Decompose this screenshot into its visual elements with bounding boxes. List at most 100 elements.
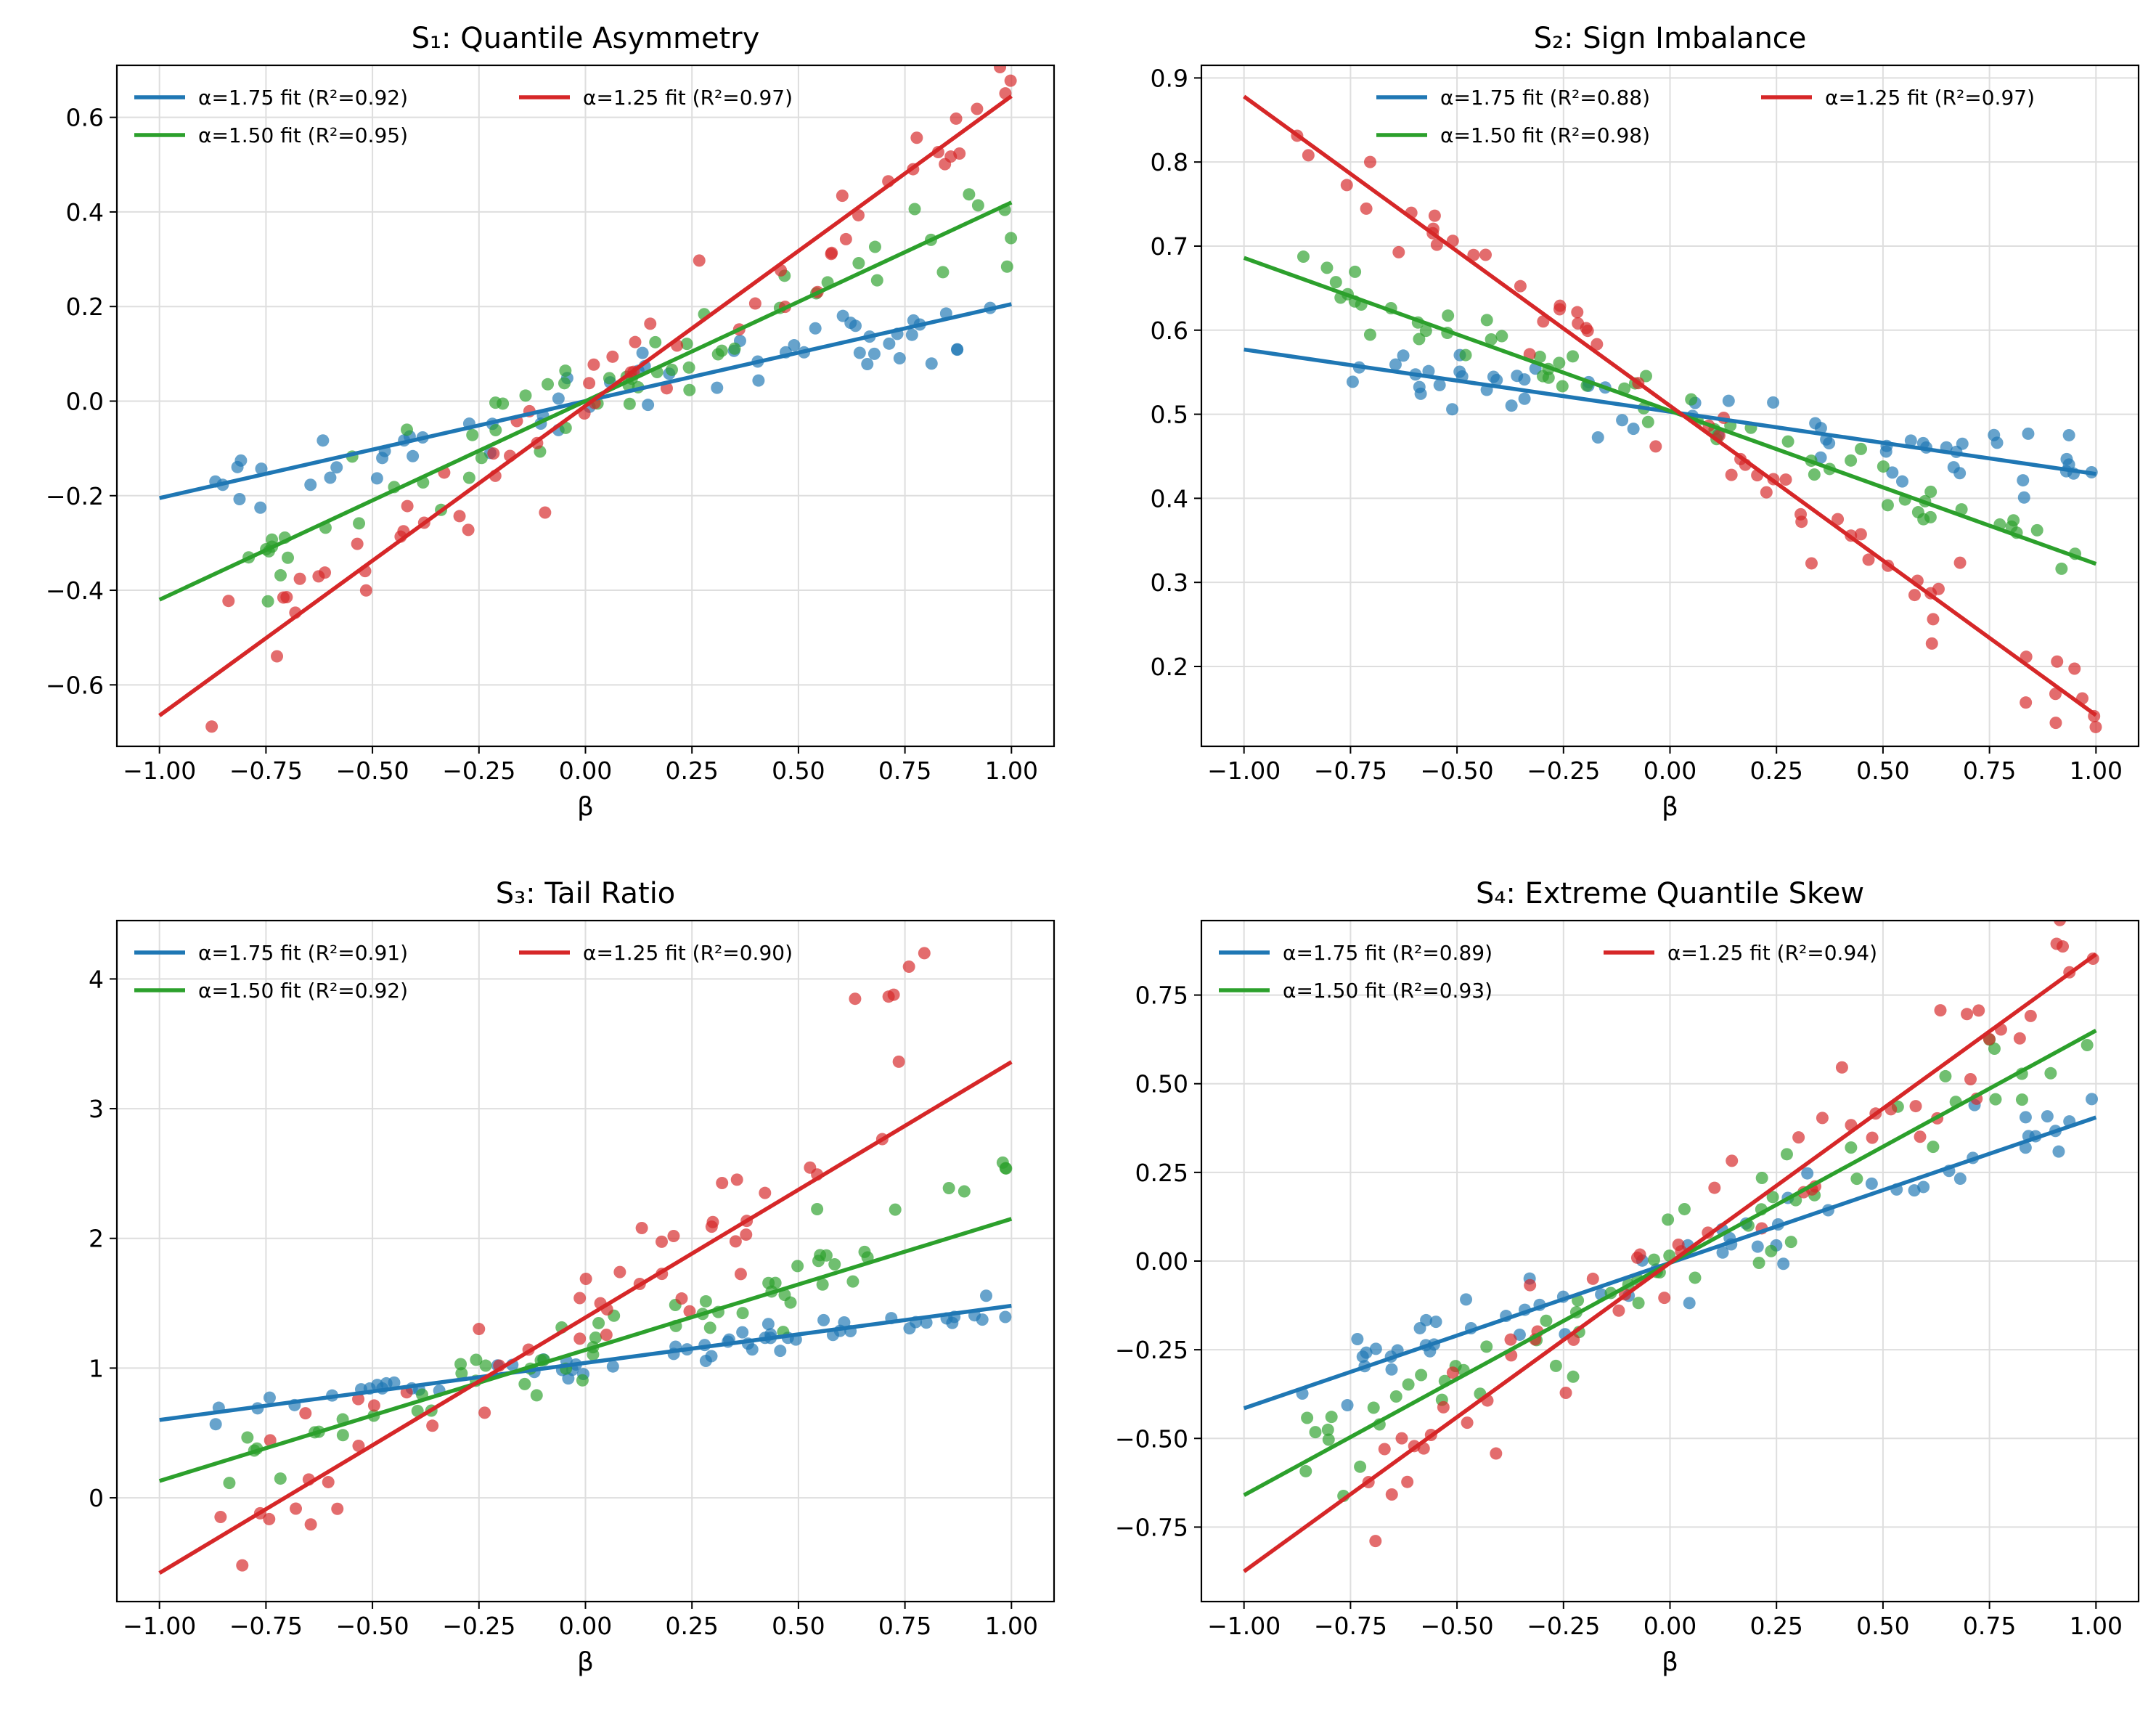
scatter-point-blue (1947, 461, 1960, 474)
scatter-point-green (942, 1181, 955, 1194)
x-tick-label: −1.00 (1207, 756, 1281, 785)
y-tick-label: 0.5 (1151, 401, 1188, 429)
legend-label: α=1.25 fit (R²=0.90) (583, 941, 793, 965)
scatter-point-green (589, 1331, 602, 1344)
legend-label: α=1.25 fit (R²=0.97) (583, 86, 793, 110)
scatter-point-blue (1424, 1345, 1437, 1358)
scatter-point-green (828, 1258, 841, 1271)
scatter-point-blue (2062, 428, 2075, 441)
scatter-point-red (852, 208, 865, 221)
scatter-point-red (322, 1475, 335, 1488)
scatter-point-blue (209, 1418, 222, 1431)
scatter-point-green (336, 1429, 349, 1442)
scatter-point-green (592, 1316, 605, 1329)
scatter-point-red (214, 1511, 227, 1524)
scatter-point-green (1765, 1244, 1778, 1257)
scatter-point-red (1363, 155, 1376, 168)
scatter-point-red (1953, 556, 1967, 569)
scatter-point-blue (736, 1326, 749, 1339)
scatter-point-red (478, 1406, 491, 1419)
scatter-point-blue (1511, 370, 1524, 383)
scatter-point-green (489, 424, 502, 437)
scatter-point-green (1989, 1093, 2002, 1106)
scatter-point-green (846, 1275, 859, 1288)
scatter-point-green (728, 342, 741, 355)
scatter-point-green (791, 1260, 804, 1273)
scatter-point-green (665, 363, 678, 376)
scatter-point-green (266, 533, 279, 546)
scatter-point-red (1591, 338, 1604, 351)
scatter-point-green (2055, 562, 2068, 575)
scatter-point-red (312, 570, 325, 583)
scatter-point-red (1725, 468, 1738, 481)
scatter-point-red (1805, 557, 1818, 570)
chart-panel-1: −1.00 −0.75 −0.50 −0.25 0.00 0.25 0.50 0.75 1.00… (46, 22, 1055, 822)
scatter-point-green (241, 1431, 254, 1444)
x-tick-label: 1.00 (2070, 756, 2123, 785)
scatter-point-blue (838, 1316, 851, 1329)
scatter-point-green (1389, 1390, 1402, 1403)
scatter-point-red (1630, 1251, 1643, 1264)
scatter-point-red (264, 1434, 277, 1447)
scatter-point-red (683, 1305, 696, 1318)
scatter-point-blue (376, 452, 389, 465)
plot-area (158, 65, 1018, 733)
x-tick-label: 0.00 (559, 756, 612, 785)
scatter-point-red (1524, 1278, 1537, 1292)
y-tick-label: 1 (89, 1354, 104, 1382)
scatter-point-blue (370, 472, 383, 485)
scatter-point-blue (809, 322, 822, 335)
scatter-point-blue (2017, 474, 2030, 487)
scatter-point-red (1794, 507, 1808, 521)
scatter-point-green (680, 338, 693, 351)
y-tick-label: 0.2 (66, 293, 104, 321)
scatter-point-green (1567, 1370, 1580, 1383)
scatter-point-blue (1413, 1321, 1426, 1334)
scatter-point-red (1934, 1004, 1947, 1017)
scatter-point-green (1939, 1069, 1952, 1082)
scatter-point-green (963, 188, 976, 201)
fit-line-green (1243, 256, 2097, 566)
scatter-point-green (558, 377, 571, 390)
scatter-point-red (716, 1177, 729, 1190)
scatter-point-red (985, 884, 997, 896)
y-tick-label: 0.25 (1135, 1159, 1188, 1187)
scatter-point-green (1755, 1172, 1768, 1185)
scatter-point-red (1395, 1432, 1408, 1445)
scatter-point-red (910, 131, 923, 144)
scatter-point-green (1533, 351, 1546, 364)
scatter-point-blue (861, 358, 874, 371)
scatter-point-red (600, 1329, 613, 1342)
x-tick-label: −0.25 (442, 756, 515, 785)
scatter-point-red (971, 830, 983, 842)
scatter-point-red (299, 1407, 312, 1420)
x-tick-label: 0.25 (665, 1612, 718, 1640)
scatter-point-green (274, 568, 287, 582)
scatter-point-green (1924, 510, 1937, 523)
scatter-point-green (1354, 1460, 1367, 1473)
scatter-point-red (644, 317, 657, 330)
scatter-point-blue (1767, 396, 1780, 409)
legend-label: α=1.50 fit (R²=0.95) (198, 123, 408, 147)
scatter-point-green (736, 1307, 749, 1320)
scatter-point-green (971, 199, 984, 212)
scatter-point-red (968, 833, 981, 845)
legend-label: α=1.75 fit (R²=0.92) (198, 86, 408, 110)
scatter-point-red (1369, 1535, 1382, 1548)
scatter-point-green (820, 1249, 833, 1262)
scatter-point-green (1442, 309, 1455, 322)
fit-line-green (158, 200, 1013, 602)
scatter-point-green (908, 203, 921, 216)
scatter-point-green (1988, 1042, 2001, 1055)
scatter-point-red (1580, 322, 1593, 335)
scatter-point-green (623, 397, 636, 410)
x-tick-label: 0.75 (1963, 756, 2016, 785)
scatter-point-green (401, 423, 414, 436)
scatter-point-red (1360, 202, 1373, 215)
x-tick-label: −0.50 (336, 1612, 409, 1640)
scatter-point-green (274, 1472, 287, 1485)
scatter-point-red (1835, 1061, 1848, 1074)
scatter-point-blue (233, 492, 246, 505)
scatter-point-green (454, 1358, 467, 1371)
